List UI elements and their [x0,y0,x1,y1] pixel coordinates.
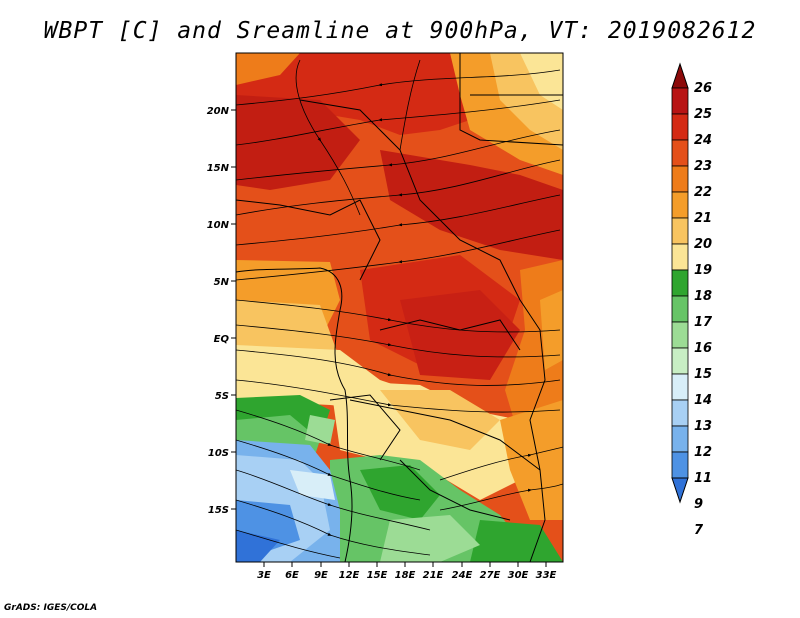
colorbar-swatch [671,191,689,219]
colorbar: 26 25 24 23 22 21 20 19 18 17 16 15 14 13 12 11 9 7 [671,62,713,538]
lat-label: 5N [214,277,230,288]
colorbar-label: 26 [694,81,712,96]
colorbar-label: 9 [694,497,703,512]
map-title: WBPT [C] and Sreamline at 900hPa, VT: 20… [43,18,757,44]
colorbar-swatch [671,139,689,167]
colorbar-label: 16 [694,341,712,356]
colorbar-label: 11 [694,471,712,486]
lon-label: 24E [452,570,473,581]
colorbar-swatch [671,347,689,375]
colorbar-label: 17 [694,315,713,330]
map-frame [235,52,564,563]
lat-label: 10S [208,448,229,459]
streamlines [236,59,563,559]
lon-label: 9E [314,570,328,581]
lat-label: EQ [214,334,230,345]
lat-label: 15S [208,505,229,516]
colorbar-arrow-top [671,62,689,89]
lon-label: 33E [536,570,557,581]
lat-label: 5S [215,391,229,402]
colorbar-label: 20 [694,237,712,252]
colorbar-label: 19 [694,263,712,278]
latitude-axis: 20N 15N 10N 5N EQ 5S 10S 15S [207,106,236,516]
colorbar-label: 18 [694,289,712,304]
colorbar-swatch [671,425,689,453]
lon-label: 3E [257,570,271,581]
colorbar-label: 13 [694,419,712,434]
lat-label: 20N [207,106,230,117]
lat-label: 15N [207,163,230,174]
colorbar-swatch [671,321,689,349]
credit-text: GrADS: IGES/COLA [4,603,98,613]
lon-label: 27E [480,570,501,581]
colorbar-swatch [671,87,689,115]
colorbar-label: 12 [694,445,712,460]
colorbar-swatch [671,113,689,141]
colorbar-swatch [671,217,689,245]
lon-label: 6E [285,570,299,581]
colorbar-label: 24 [694,133,712,148]
colorbar-label: 7 [694,523,704,538]
colorbar-swatch [671,373,689,401]
lon-label: 18E [395,570,416,581]
colorbar-swatch [671,451,689,479]
colorbar-swatch [671,243,689,271]
lon-label: 12E [339,570,360,581]
colorbar-label: 14 [694,393,712,408]
colorbar-label: 25 [694,107,712,122]
lat-label: 10N [207,220,230,231]
colorbar-label: 23 [694,159,712,174]
colorbar-label: 21 [694,211,712,226]
colorbar-label: 22 [694,185,712,200]
colorbar-swatch [671,165,689,193]
colorbar-swatch [671,269,689,297]
lon-label: 15E [367,570,388,581]
longitude-axis: 3E 6E 9E 12E 15E 18E 21E 24E 27E 30E 33E [257,562,557,581]
lon-label: 21E [423,570,444,581]
colorbar-arrow-bottom [671,477,689,504]
wbpt-field [236,53,563,562]
lon-label: 30E [508,570,529,581]
colorbar-swatch [671,295,689,323]
colorbar-label: 15 [694,367,712,382]
colorbar-swatch [671,399,689,427]
